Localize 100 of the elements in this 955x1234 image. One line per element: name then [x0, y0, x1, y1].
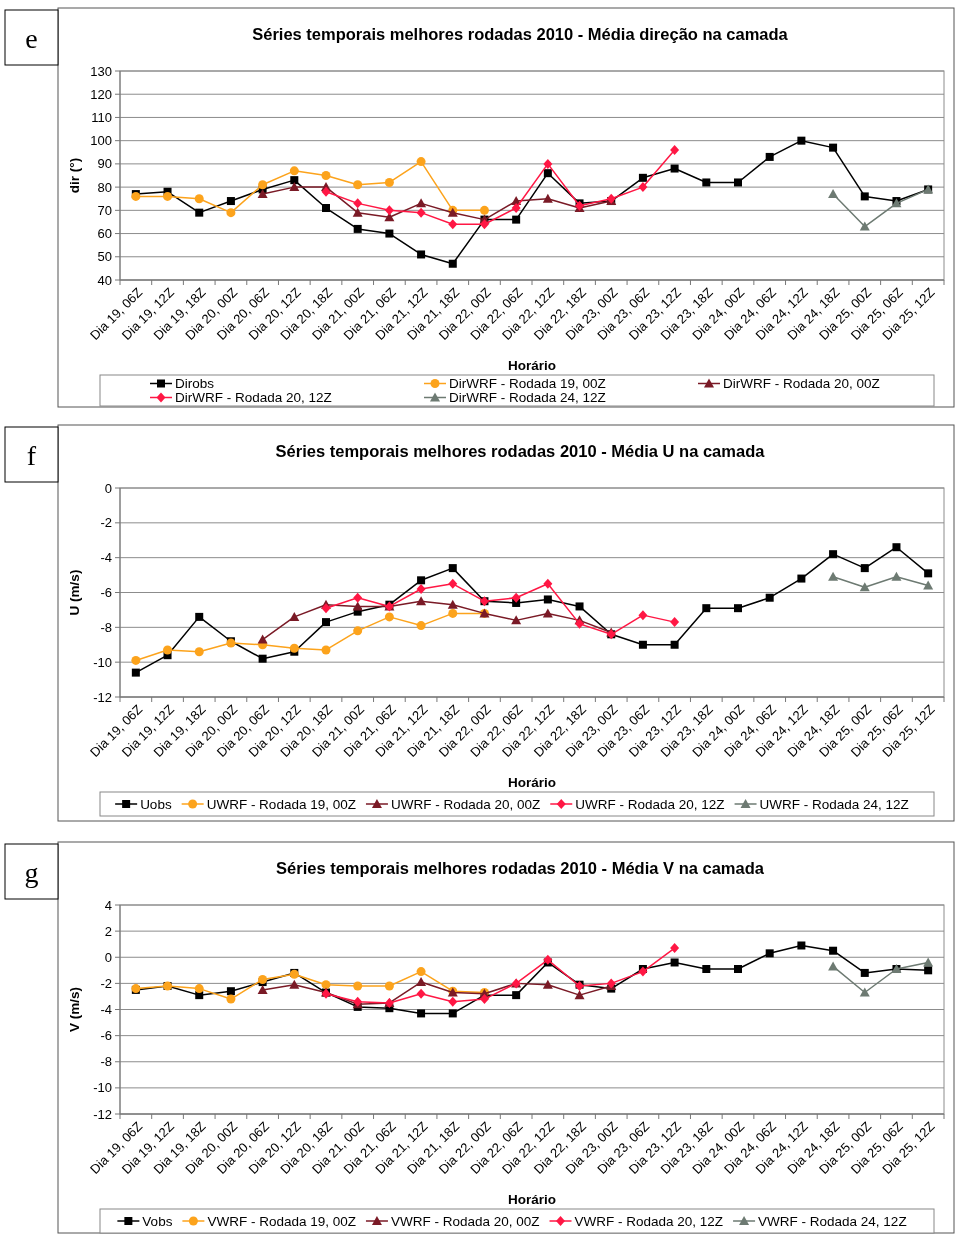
y-tick-label: -10: [93, 654, 112, 670]
point: [289, 611, 300, 621]
point: [384, 981, 394, 991]
legend-label: UWRF - Rodada 20, 00Z: [390, 796, 541, 812]
point: [575, 618, 585, 629]
point: [448, 1009, 457, 1018]
x-axis-title: Horário: [507, 1191, 557, 1207]
y-tick-label: -4: [100, 1002, 112, 1018]
point: [670, 144, 680, 155]
point: [924, 966, 933, 975]
point: [289, 166, 299, 176]
legend-label: DirWRF - Rodada 24, 12Z: [449, 390, 606, 406]
point: [195, 208, 204, 217]
point: [670, 164, 679, 173]
point: [290, 176, 299, 185]
y-tick-label: 70: [97, 202, 112, 218]
point: [226, 994, 236, 1004]
point: [860, 192, 869, 201]
point: [797, 941, 806, 950]
legend-label: Vobs: [142, 1213, 173, 1229]
point: [448, 259, 457, 268]
point: [702, 604, 711, 613]
point: [448, 578, 458, 589]
legend-label: Uobs: [140, 796, 172, 812]
point: [257, 634, 268, 644]
point: [829, 946, 838, 955]
point: [416, 621, 426, 631]
point: [797, 136, 806, 145]
point: [734, 965, 742, 974]
legend-label: DirWRF - Rodada 20, 12Z: [175, 390, 332, 406]
y-tick-label: 2: [104, 923, 112, 939]
y-tick-label: -12: [93, 1106, 112, 1122]
y-axis-title: U (m/s): [66, 569, 82, 616]
point: [417, 1009, 426, 1018]
point: [258, 180, 268, 190]
y-tick-label: 130: [90, 63, 112, 79]
point: [702, 965, 711, 974]
legend-label: VWRF - Rodada 20, 12Z: [574, 1213, 724, 1229]
point: [416, 157, 426, 167]
chart-title: Séries temporais melhores rodadas 2010 - Média U na camada: [275, 442, 766, 460]
point: [448, 564, 457, 573]
point: [448, 608, 458, 618]
y-tick-label: -8: [100, 1054, 112, 1070]
legend-label: DirWRF - Rodada 19, 00Z: [449, 376, 606, 392]
point: [194, 194, 204, 204]
point: [670, 958, 679, 967]
y-tick-label: -2: [100, 975, 112, 991]
chart-title: Séries temporais melhores rodadas 2010 - Média direção na camada: [252, 25, 789, 43]
legend-label: VWRF - Rodada 20, 00Z: [390, 1213, 540, 1229]
point: [353, 224, 362, 233]
point: [542, 608, 553, 618]
y-tick-label: 100: [90, 133, 112, 149]
point: [512, 991, 521, 1000]
point: [765, 593, 774, 602]
point: [638, 610, 648, 621]
point: [194, 984, 204, 994]
point: [416, 198, 427, 208]
point: [384, 612, 394, 622]
point: [258, 974, 268, 984]
point: [385, 229, 394, 238]
point: [860, 968, 869, 977]
point: [131, 655, 141, 665]
point: [131, 668, 140, 677]
point: [289, 182, 300, 192]
legend-label: VWRF - Rodada 19, 00Z: [207, 1213, 356, 1229]
point: [511, 615, 522, 625]
point: [828, 961, 839, 971]
point: [163, 645, 173, 655]
legend-label: UWRF - Rodada 20, 12Z: [575, 796, 725, 812]
point: [670, 617, 680, 628]
y-tick-label: -2: [100, 515, 112, 531]
chart-title: Séries temporais melhores rodadas 2010 - Média V na camada: [276, 859, 765, 877]
point: [829, 550, 838, 559]
point: [321, 980, 331, 990]
y-tick-label: -6: [100, 1028, 112, 1044]
point: [417, 576, 426, 585]
point: [479, 205, 489, 215]
point: [257, 984, 268, 994]
point: [765, 949, 774, 958]
point: [321, 645, 331, 655]
y-tick-label: 50: [97, 249, 112, 265]
point: [543, 158, 553, 169]
point: [353, 198, 363, 209]
point: [574, 990, 585, 1000]
point: [289, 979, 300, 989]
point: [321, 186, 331, 197]
point: [417, 250, 426, 259]
point: [321, 603, 331, 614]
y-tick-label: 110: [91, 109, 112, 125]
y-tick-label: 0: [104, 480, 112, 496]
point: [479, 994, 489, 1005]
y-tick-label: 0: [104, 949, 112, 965]
point: [924, 569, 933, 578]
point: [416, 596, 427, 606]
y-axis-title: V (m/s): [66, 986, 82, 1033]
y-axis-title: dir (°): [66, 157, 82, 194]
point: [638, 640, 647, 649]
y-tick-label: 120: [90, 86, 112, 102]
point: [860, 564, 869, 573]
point: [638, 173, 647, 182]
